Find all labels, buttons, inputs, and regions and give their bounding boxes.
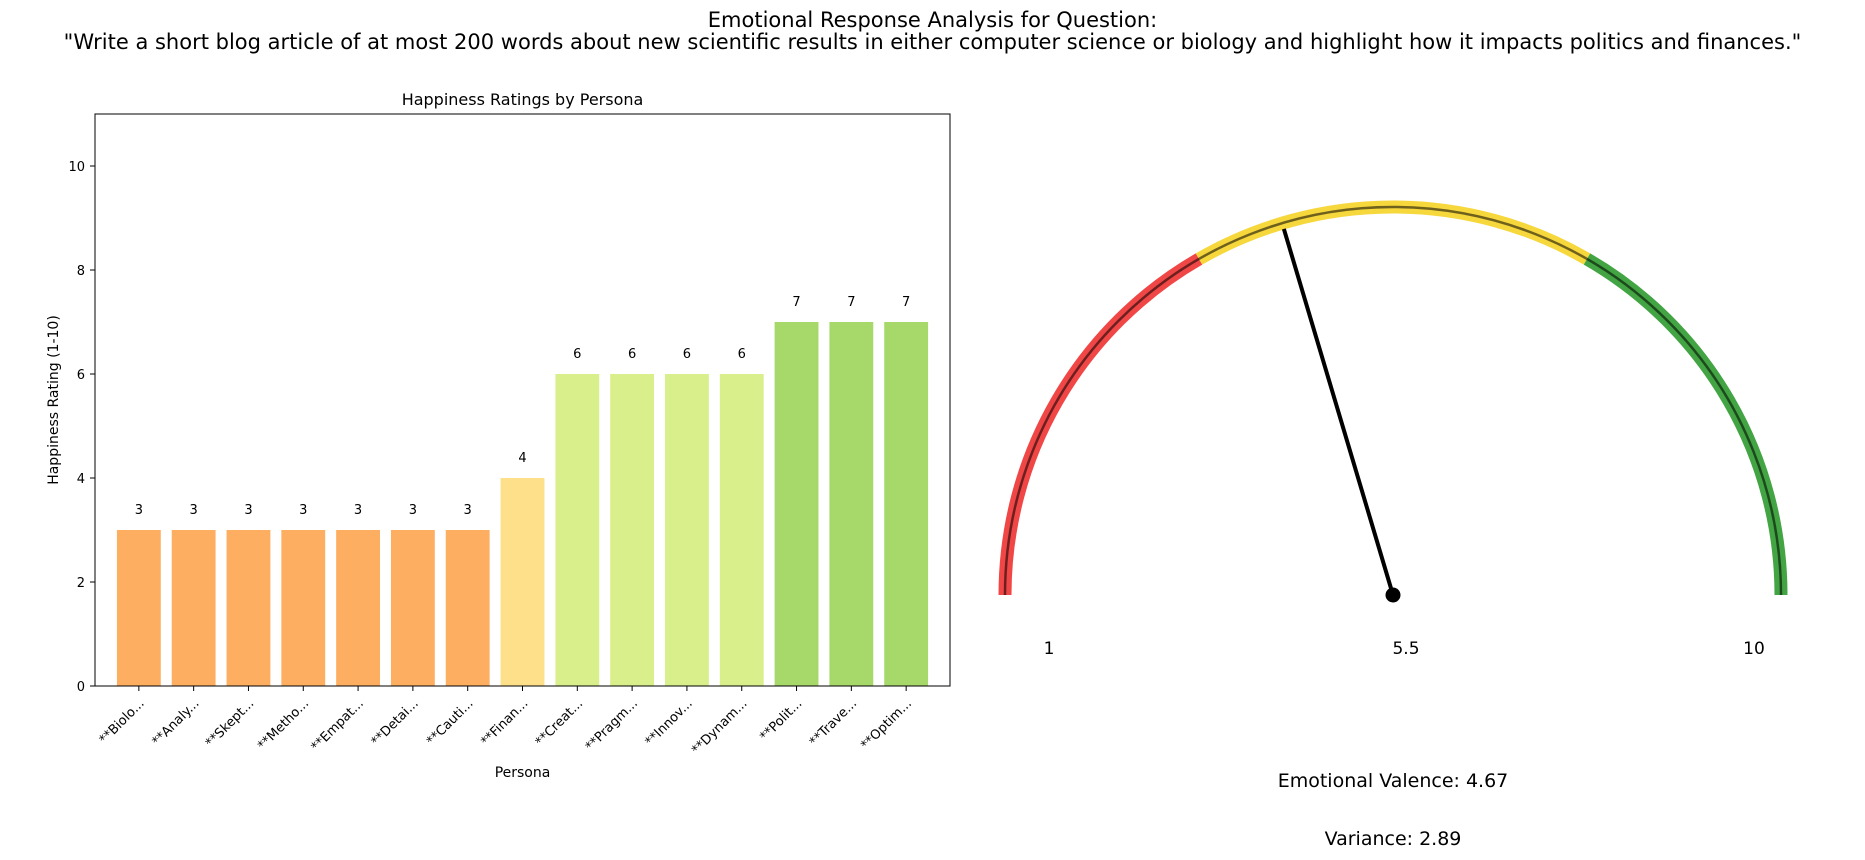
y-axis-label: Happiness Rating (1-10) — [46, 315, 62, 485]
gauge-zone-2 — [1583, 253, 1788, 596]
bar-value-label-14: 7 — [902, 295, 910, 310]
x-tick-label-10: **Innov... — [642, 696, 695, 749]
gauge-zone-0 — [998, 253, 1203, 596]
bar-value-label-7: 4 — [518, 451, 526, 466]
bar-value-label-11: 6 — [738, 347, 746, 362]
bar-value-label-6: 3 — [464, 503, 472, 518]
bar-chart-title: Happiness Ratings by Persona — [402, 90, 644, 109]
emotional-valence-label: Emotional Valence: 4.67 — [1277, 770, 1509, 792]
bar-axes-frame — [94, 113, 951, 687]
x-tick-label-9: **Pragm... — [583, 696, 641, 754]
x-axis-label: Persona — [495, 765, 551, 781]
x-tick-label-8: **Creat... — [533, 696, 586, 749]
gauge-needle-hub — [1385, 587, 1401, 603]
bar-8 — [555, 374, 600, 686]
bar-13 — [829, 322, 874, 686]
x-tick-label-12: **Polit... — [757, 696, 805, 744]
x-tick-label-0: **Biolo... — [97, 696, 148, 747]
y-tick-label-0: 0 — [77, 680, 85, 695]
bar-3 — [281, 530, 326, 686]
bar-9 — [610, 374, 655, 686]
bar-value-label-12: 7 — [792, 295, 800, 310]
gauge-tick-label-2: 10 — [1743, 639, 1765, 659]
bar-12 — [774, 322, 819, 686]
gauge-zone-1 — [1195, 200, 1591, 265]
bar-value-label-0: 3 — [135, 503, 143, 518]
bar-14 — [884, 322, 929, 686]
figure-title-line1: Emotional Response Analysis for Question… — [707, 8, 1158, 32]
bar-value-label-9: 6 — [628, 347, 636, 362]
bar-value-label-3: 3 — [299, 503, 307, 518]
x-tick-label-11: **Dynam... — [689, 696, 751, 758]
gauge-arc-line — [1003, 205, 1783, 596]
bar-4 — [336, 530, 380, 686]
bar-0 — [116, 530, 161, 686]
y-tick-label-4: 8 — [77, 264, 85, 279]
bar-value-label-10: 6 — [683, 347, 691, 362]
y-tick-label-5: 10 — [68, 160, 85, 175]
x-tick-label-3: **Metho... — [255, 696, 312, 753]
variance-label: Variance: 2.89 — [1324, 828, 1462, 850]
y-tick-label-2: 4 — [77, 472, 85, 487]
x-tick-label-1: **Analy... — [149, 696, 202, 749]
bar-value-label-8: 6 — [573, 347, 581, 362]
bar-11 — [719, 374, 764, 686]
bar-value-label-1: 3 — [190, 503, 198, 518]
x-tick-label-6: **Cauti... — [424, 696, 477, 749]
bar-5 — [390, 530, 435, 686]
x-tick-label-7: **Finan... — [478, 696, 531, 749]
bar-value-label-2: 3 — [244, 503, 252, 518]
gauge-needle — [1281, 228, 1395, 596]
y-tick-label-1: 2 — [77, 576, 85, 591]
figure-title-line2: "Write a short blog article of at most 2… — [63, 30, 1802, 54]
bar-2 — [226, 530, 271, 686]
gauge-tick-label-1: 5.5 — [1392, 639, 1419, 659]
bar-value-label-13: 7 — [847, 295, 855, 310]
x-tick-label-13: **Trave... — [807, 696, 860, 749]
bar-1 — [171, 530, 216, 686]
x-tick-label-2: **Skept... — [203, 696, 257, 750]
x-tick-label-14: **Optim... — [858, 696, 915, 753]
gauge-tick-label-0: 1 — [1044, 639, 1055, 659]
bar-10 — [665, 374, 709, 686]
x-tick-label-5: **Detai... — [369, 696, 422, 749]
x-tick-label-4: **Empat... — [309, 696, 367, 754]
y-tick-label-3: 6 — [77, 368, 85, 383]
bar-7 — [500, 478, 545, 686]
bar-6 — [445, 530, 490, 686]
bar-value-label-4: 3 — [354, 503, 362, 518]
bar-value-label-5: 3 — [409, 503, 417, 518]
